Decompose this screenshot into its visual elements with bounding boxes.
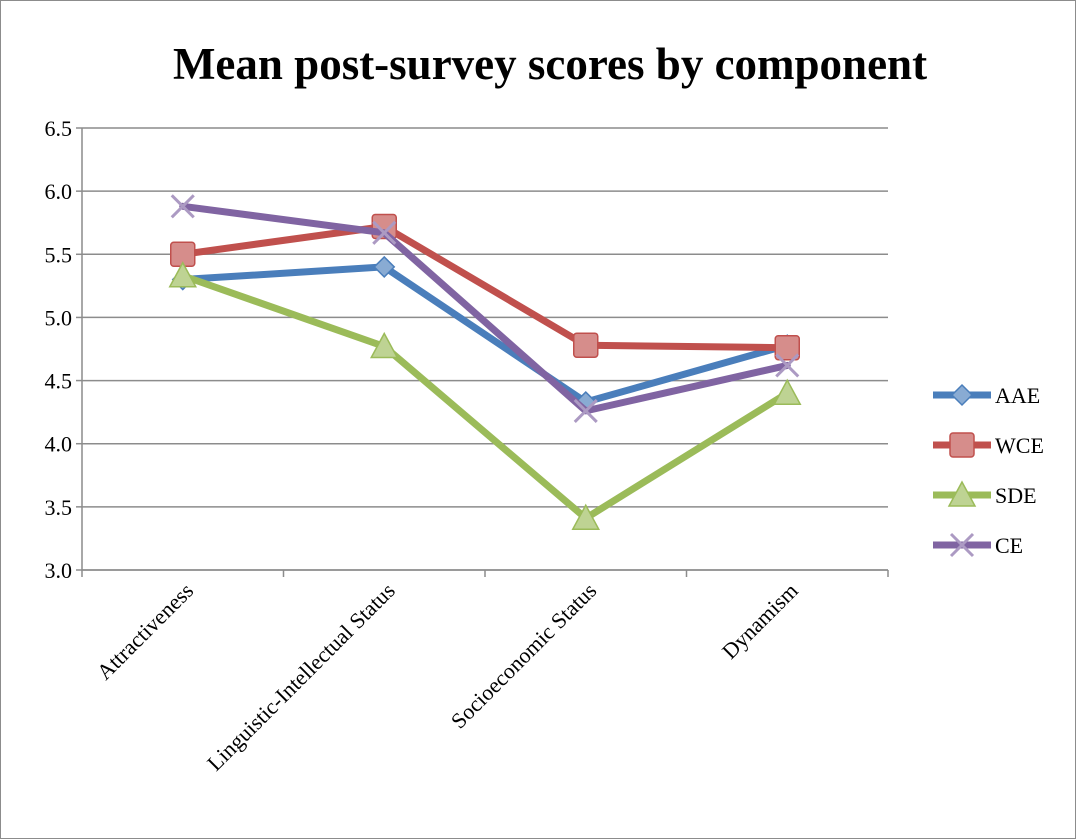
legend-marker	[949, 532, 975, 558]
data-point-triangle	[772, 378, 802, 405]
y-tick-label: 3.5	[45, 495, 73, 520]
legend-label: SDE	[995, 483, 1037, 508]
data-point-x	[573, 398, 598, 423]
y-tick-label: 5.0	[45, 305, 73, 330]
y-tick-label: 6.5	[45, 116, 73, 141]
series-line	[179, 202, 791, 415]
data-point-square	[774, 334, 800, 361]
x-stroke	[170, 194, 195, 219]
axes: 3.0 3.5 4.0 4.5 5.0 5.5 6.0 6.5 Attractiveness Li…	[45, 116, 889, 776]
data-point-triangle	[168, 261, 198, 288]
legend-marker	[947, 480, 977, 507]
legend-item-wce: WCE	[933, 432, 1044, 458]
data-point-x	[170, 194, 195, 219]
legend-label: CE	[995, 533, 1023, 558]
legend-label: WCE	[995, 433, 1044, 458]
series-layer	[168, 194, 802, 531]
series-ce	[170, 194, 800, 423]
series-aae	[171, 255, 799, 414]
data-point-diamond	[373, 255, 396, 278]
x-category-label: Socioeconomic Status	[446, 578, 602, 734]
legend-item-ce: CE	[933, 532, 1023, 558]
legend-marker	[949, 432, 975, 458]
data-point-triangle	[369, 331, 399, 359]
x-stroke	[775, 353, 800, 378]
chart-title: Mean post-survey scores by component	[173, 39, 927, 89]
legend-item-aae: AAE	[933, 383, 1040, 408]
y-tick-label: 5.5	[45, 242, 73, 267]
x-stroke	[949, 532, 975, 558]
series-line	[179, 223, 791, 352]
y-tick-label: 4.5	[45, 369, 73, 394]
legend-item-sde: SDE	[933, 480, 1037, 508]
legend-label: AAE	[995, 383, 1040, 408]
x-stroke	[372, 220, 397, 245]
data-point-x	[372, 220, 397, 245]
y-tick-label: 3.0	[45, 558, 73, 583]
y-tick-label: 6.0	[45, 179, 73, 204]
data-point-x	[775, 353, 800, 378]
legend-marker	[950, 383, 974, 407]
x-stroke	[573, 398, 598, 423]
data-point-square	[573, 332, 599, 358]
x-category-label: Linguistic-Intellectual Status	[202, 578, 400, 776]
data-point-triangle	[571, 503, 601, 531]
series-sde	[168, 261, 802, 531]
series-line	[179, 272, 791, 522]
legend: AAE WCE SDE CE	[933, 383, 1044, 558]
y-tick-label: 4.0	[45, 432, 73, 457]
series-line	[179, 263, 791, 406]
x-category-label: Attractiveness	[92, 578, 199, 685]
x-category-label: Dynamism	[717, 578, 803, 664]
